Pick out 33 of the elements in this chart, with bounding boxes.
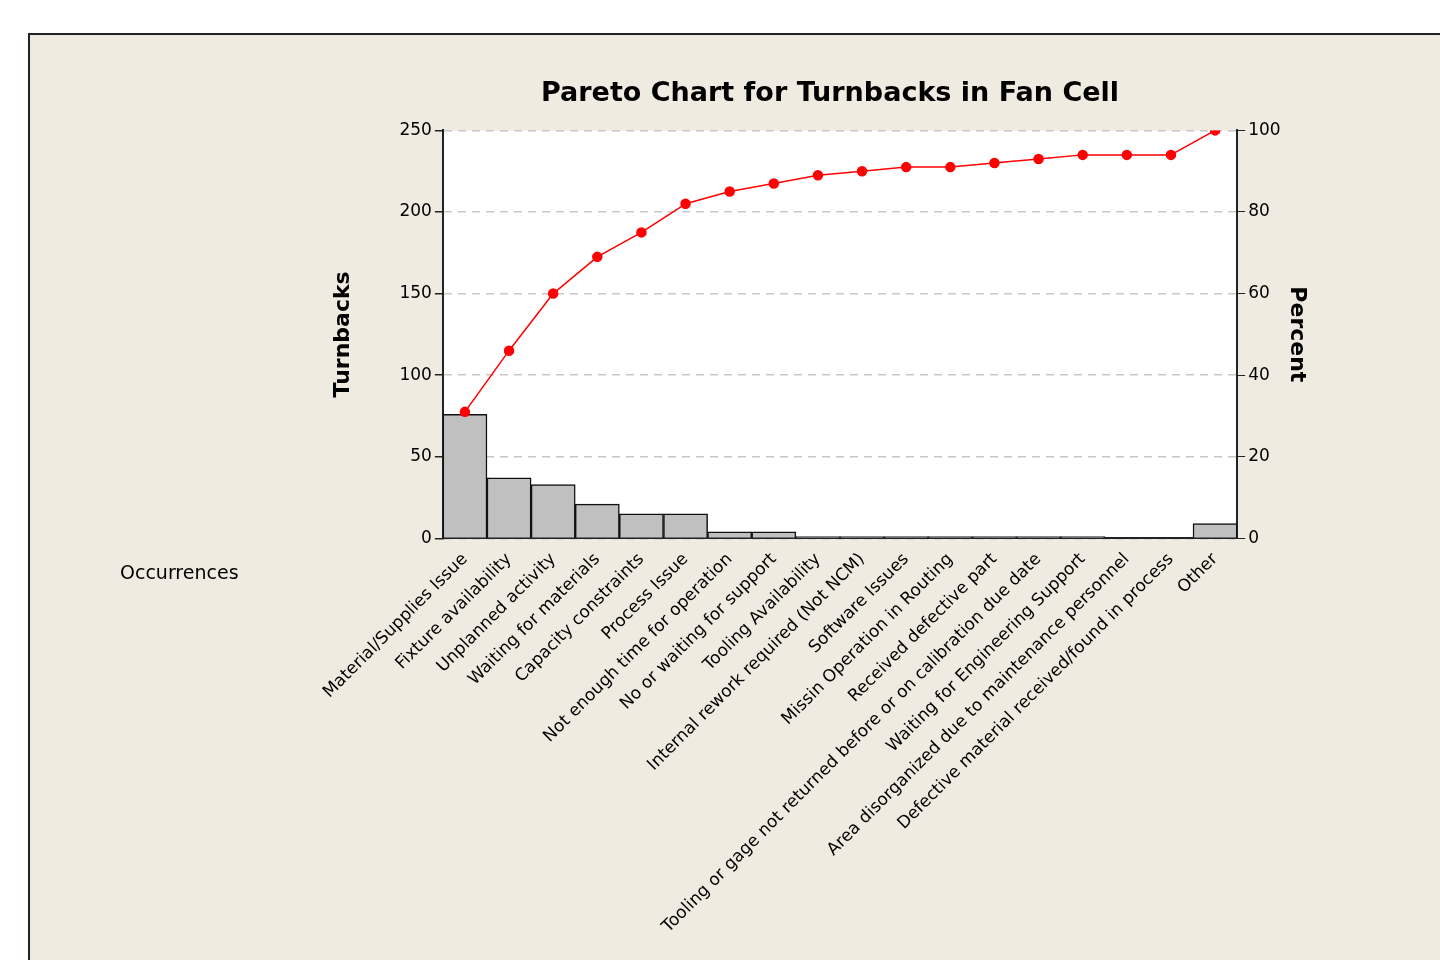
point: [592, 251, 603, 263]
y-tick-label: 50: [410, 445, 432, 466]
point: [680, 198, 691, 210]
point: [1033, 153, 1044, 165]
point: [547, 288, 559, 299]
y2-axis-title: Percent: [1286, 286, 1312, 383]
y2-tick-label: 20: [1248, 445, 1270, 466]
y-tick-label: 150: [399, 281, 432, 302]
y2-tick-label: 0: [1248, 526, 1259, 547]
point: [768, 178, 780, 189]
y2-tick-label: 40: [1248, 363, 1270, 384]
point: [1077, 149, 1088, 161]
point: [503, 345, 515, 356]
point: [900, 161, 912, 173]
point: [1165, 149, 1177, 161]
point: [1121, 149, 1133, 161]
point: [636, 227, 647, 238]
point: [812, 170, 824, 181]
point: [856, 165, 868, 177]
y-tick-label: 200: [399, 200, 432, 221]
point: [989, 157, 1000, 169]
chart-title: Pareto Chart for Turnbacks in Fan Cell: [540, 76, 1120, 108]
y2-tick-label: 80: [1248, 200, 1270, 221]
point: [724, 186, 735, 197]
y-tick-label: 100: [399, 363, 432, 384]
y-tick-label: 0: [421, 526, 432, 547]
y2-tick-label: 100: [1248, 118, 1281, 139]
point: [459, 406, 471, 418]
y-tick-label: 250: [399, 118, 432, 139]
y2-tick-label: 60: [1248, 281, 1270, 302]
y-axis-title: Turnbacks: [328, 271, 354, 398]
text: Occurrences: [120, 561, 239, 584]
point: [945, 161, 956, 173]
